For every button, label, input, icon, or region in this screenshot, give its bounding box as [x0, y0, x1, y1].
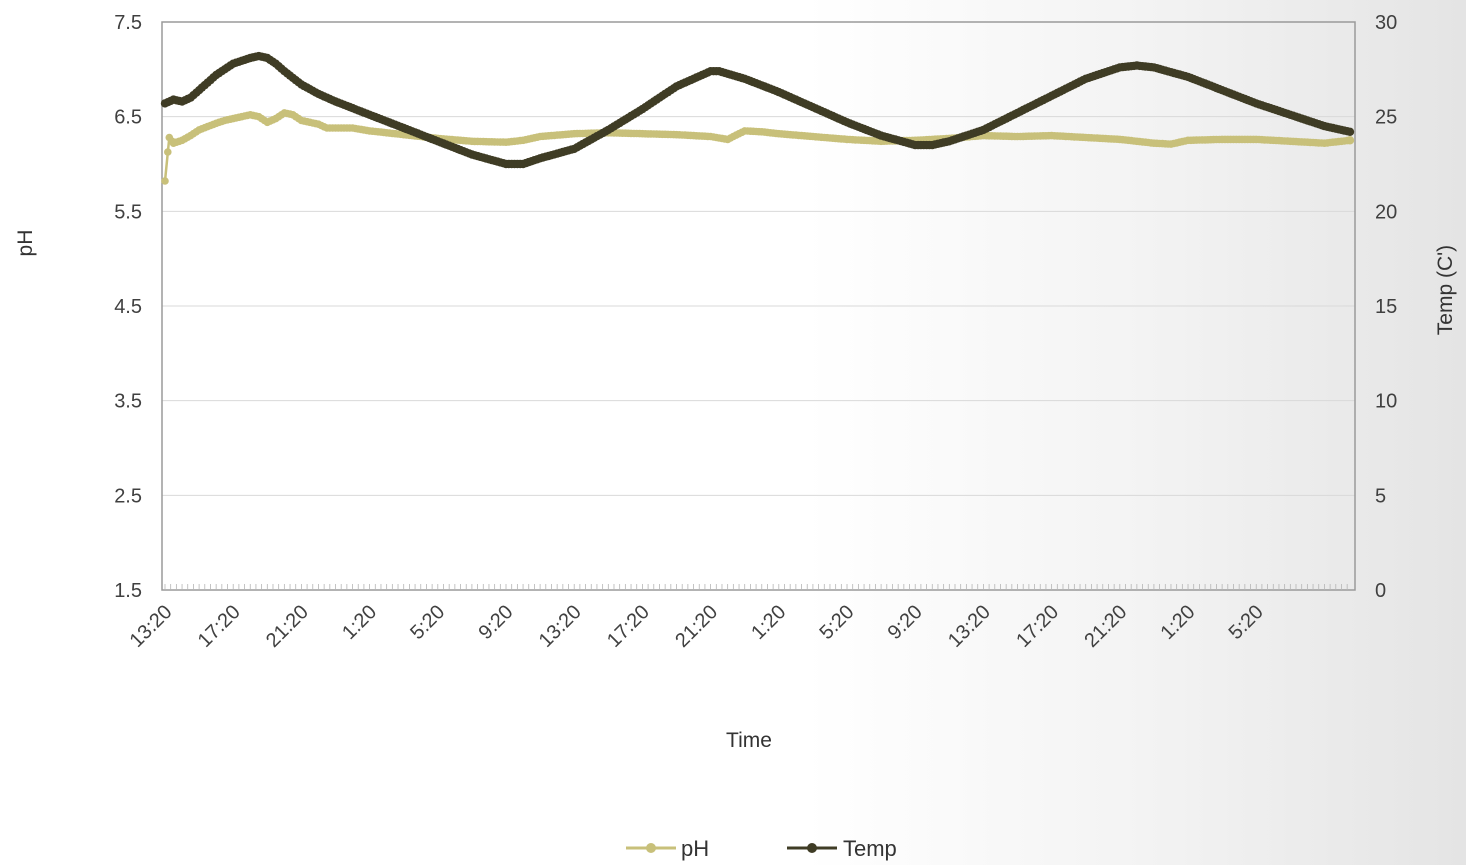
x-tick-label: 5:20 — [815, 601, 858, 644]
x-tick-label: 1:20 — [1156, 601, 1199, 644]
right-axis-tick-labels: 30 25 20 15 10 5 0 — [1375, 12, 1397, 602]
x-tick-label: 5:20 — [1225, 601, 1268, 644]
left-axis-tick-labels: 7.5 6.5 5.5 4.5 3.5 2.5 1.5 — [114, 12, 142, 602]
y-left-tick-label: 4.5 — [114, 296, 142, 318]
y-right-tick-label: 10 — [1375, 391, 1397, 413]
y-left-tick-label: 5.5 — [114, 201, 142, 223]
legend-label-ph: pH — [681, 836, 709, 861]
x-tick-label: 21:20 — [262, 601, 313, 652]
data-point-temp — [1345, 127, 1355, 136]
y-right-tick-label: 25 — [1375, 107, 1397, 129]
y-right-tick-label: 30 — [1375, 12, 1397, 34]
y-right-tick-label: 20 — [1375, 201, 1397, 223]
data-point-ph — [164, 148, 172, 156]
legend: pH Temp — [626, 836, 897, 861]
x-axis-tick-labels: 13:20 17:20 21:20 1:20 5:20 9:20 13:20 17:20 21:… — [126, 601, 1268, 652]
y-left-tick-label: 1.5 — [114, 580, 142, 602]
y-right-tick-label: 15 — [1375, 296, 1397, 318]
x-tick-label: 1:20 — [747, 601, 790, 644]
legend-item-temp: Temp — [787, 836, 897, 861]
x-axis-title: Time — [726, 729, 772, 752]
x-axis-tick-marks — [164, 584, 1348, 590]
x-tick-label: 21:20 — [1080, 601, 1131, 652]
y-right-tick-label: 0 — [1375, 580, 1386, 602]
x-tick-label: 9:20 — [474, 601, 517, 644]
legend-marker-ph — [646, 843, 656, 853]
x-tick-label: 17:20 — [1012, 601, 1063, 652]
x-tick-label: 5:20 — [406, 601, 449, 644]
x-tick-label: 21:20 — [671, 601, 722, 652]
y-axis-left-title: pH — [14, 230, 37, 257]
legend-label-temp: Temp — [843, 836, 897, 861]
y-left-tick-label: 2.5 — [114, 485, 142, 507]
x-tick-label: 1:20 — [338, 601, 381, 644]
gridlines — [162, 116, 1355, 496]
x-tick-label: 13:20 — [944, 601, 995, 652]
y-right-tick-label: 5 — [1375, 485, 1386, 507]
y-left-tick-label: 3.5 — [114, 391, 142, 413]
x-tick-label: 13:20 — [126, 601, 177, 652]
x-tick-label: 9:20 — [884, 601, 927, 644]
data-point-ph — [1345, 136, 1355, 145]
y-left-tick-label: 6.5 — [114, 107, 142, 129]
series-layer — [160, 51, 1355, 185]
legend-marker-temp — [807, 843, 817, 853]
legend-item-ph: pH — [626, 836, 709, 861]
y-left-tick-label: 7.5 — [114, 12, 142, 34]
x-tick-label: 13:20 — [535, 601, 586, 652]
plot-area-border — [161, 21, 1356, 591]
x-tick-label: 17:20 — [603, 601, 654, 652]
data-point-ph — [161, 177, 169, 185]
y-axis-right-title: Temp (C') — [1434, 245, 1457, 335]
x-tick-label: 17:20 — [194, 601, 245, 652]
